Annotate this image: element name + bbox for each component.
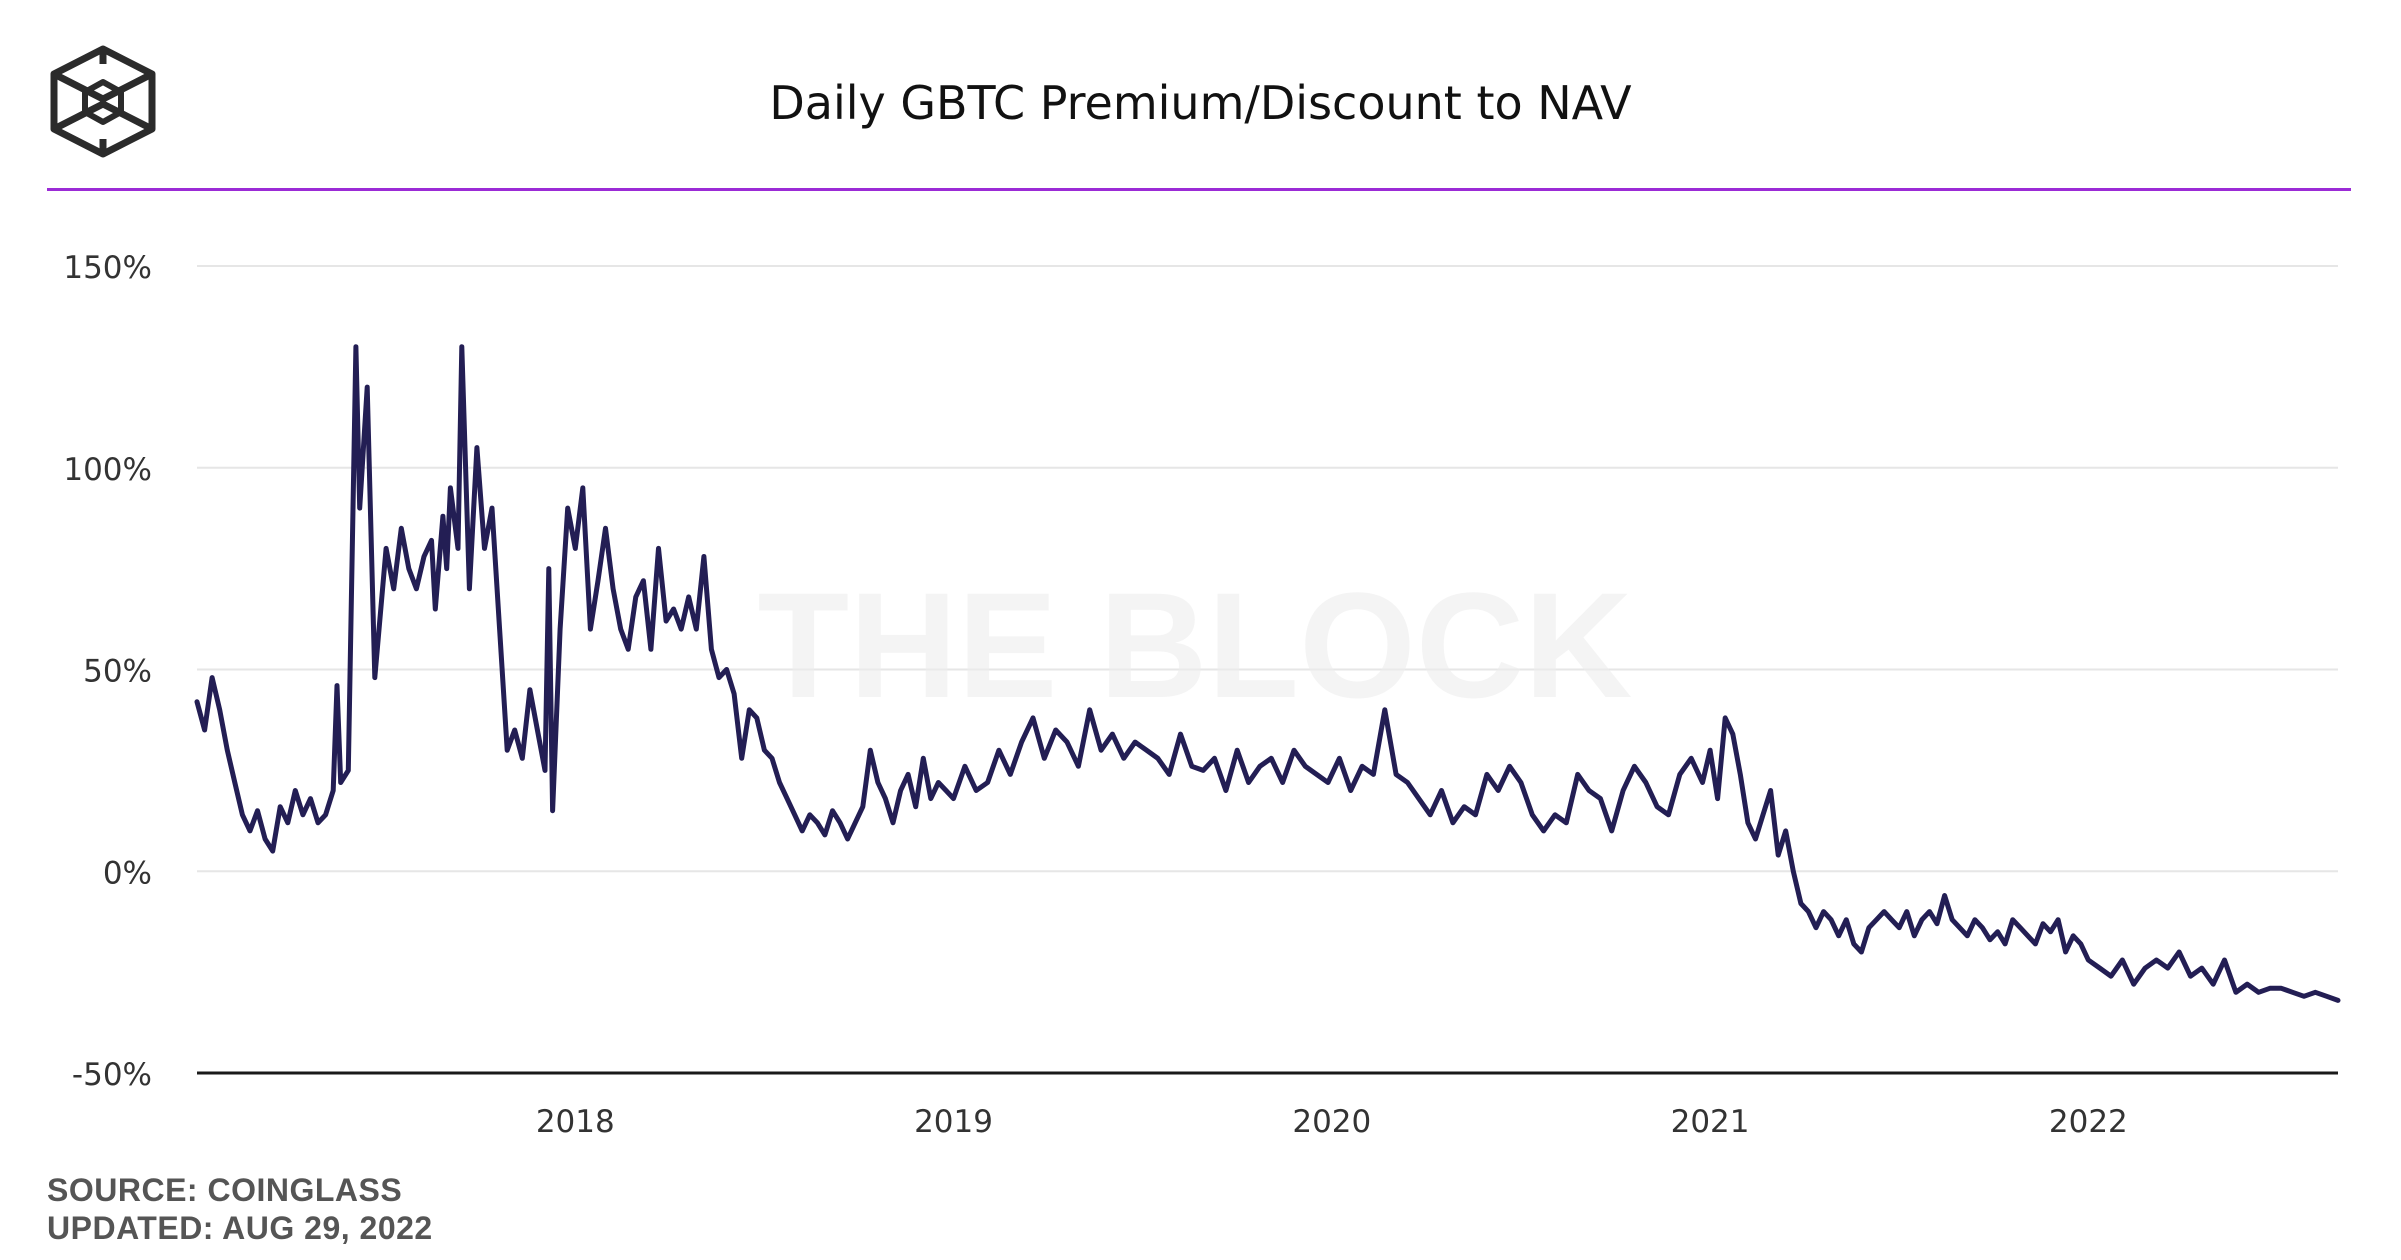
series-line-gbtc-premium — [194, 344, 2341, 1003]
cube-logo-icon — [50, 45, 156, 158]
axes: 150% 100% 50% 0% -50% 2018 2019 2020 2021 2022 — [63, 250, 2338, 1140]
source-note: SOURCE: COINGLASS — [47, 1172, 403, 1208]
x-tick-label: 2020 — [1292, 1104, 1371, 1140]
y-tick-label: 0% — [103, 855, 152, 891]
chart-title: Daily GBTC Premium/Discount to NAV — [769, 76, 1632, 130]
line-chart: THE BLOCK 150% 100% 50% 0% -50% 2018 2019 2020 2… — [63, 250, 2341, 1140]
series-layer — [194, 344, 2341, 1003]
chart-header: Daily GBTC Premium/Discount to NAV — [0, 0, 2401, 191]
accent-rule — [47, 188, 2351, 191]
x-tick-label: 2018 — [536, 1104, 615, 1140]
y-tick-label: 150% — [63, 250, 152, 286]
x-tick-label: 2021 — [1671, 1104, 1750, 1140]
x-tick-label: 2019 — [914, 1104, 993, 1140]
y-tick-label: -50% — [72, 1057, 152, 1093]
x-tick-label: 2022 — [2049, 1104, 2128, 1140]
y-tick-label: 50% — [83, 654, 152, 690]
y-tick-label: 100% — [63, 452, 152, 488]
grid-lines — [197, 265, 2338, 873]
watermark: THE BLOCK — [758, 561, 1633, 729]
updated-note: UPDATED: AUG 29, 2022 — [47, 1210, 433, 1246]
